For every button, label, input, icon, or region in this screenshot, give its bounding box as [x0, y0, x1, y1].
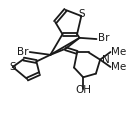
Text: Me: Me: [111, 47, 127, 57]
Text: S: S: [78, 9, 85, 19]
Text: N: N: [102, 55, 109, 65]
Text: Me: Me: [111, 62, 127, 72]
Text: Br: Br: [17, 46, 29, 57]
Text: OH: OH: [75, 85, 91, 95]
Text: S: S: [9, 62, 16, 72]
Text: Br: Br: [98, 33, 109, 43]
